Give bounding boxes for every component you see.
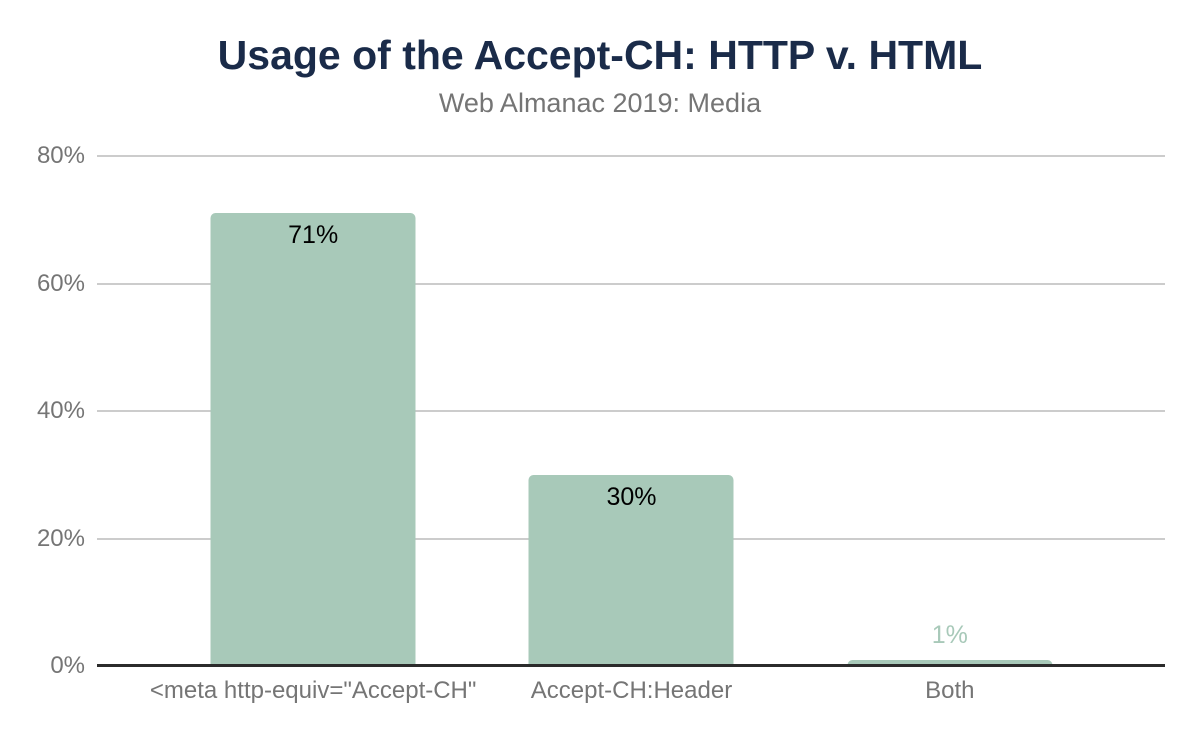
bar-slot: 1% Both xyxy=(791,156,1109,703)
x-axis-category-label: Accept-CH:Header xyxy=(530,677,733,704)
bar-slot: 71% <meta http-equiv="Accept-CH" xyxy=(150,156,476,703)
y-axis-tick-label: 20% xyxy=(36,524,85,552)
y-axis-tick-label: 0% xyxy=(50,652,85,679)
y-axis-tick-label: 40% xyxy=(36,397,85,424)
bar xyxy=(210,213,416,666)
chart-title: Usage of the Accept-CH: HTTP v. HTML xyxy=(217,32,983,78)
bar xyxy=(847,659,1053,666)
bar xyxy=(528,474,734,666)
plot-area: 71% <meta http-equiv="Accept-CH" 30% Accept… xyxy=(97,155,1165,703)
y-axis-tick-label: 80% xyxy=(36,142,85,169)
bar-value-label: 1% xyxy=(931,620,968,649)
gridline xyxy=(97,155,1165,157)
bar-slot: 30% Accept-CH:Header xyxy=(472,156,790,703)
x-axis-category-label: <meta http-equiv="Accept-CH" xyxy=(149,677,477,704)
chart-subtitle: Web Almanac 2019: Media xyxy=(438,88,762,118)
gridline xyxy=(97,282,1165,285)
bars: 71% <meta http-equiv="Accept-CH" 30% Accept… xyxy=(150,156,1109,703)
x-axis-line xyxy=(97,664,1165,667)
y-axis-tick-label: 60% xyxy=(36,269,85,297)
bar-value-label: 71% xyxy=(288,221,339,250)
gridline xyxy=(97,410,1165,412)
bar-value-label: 30% xyxy=(606,482,657,511)
x-axis-category-label: Both xyxy=(925,677,975,704)
